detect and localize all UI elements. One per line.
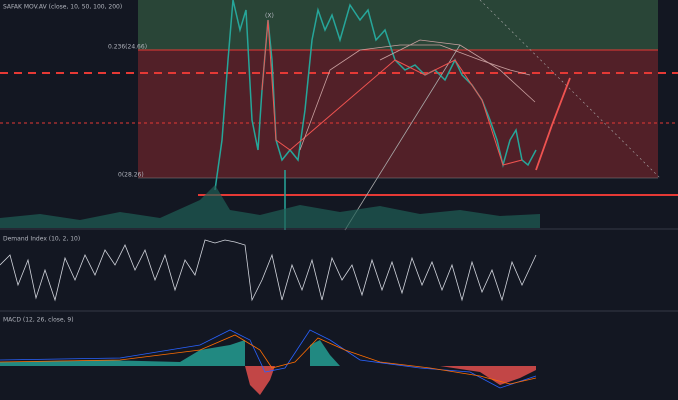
wave-label: (X) [265, 13, 274, 20]
macd-histogram-down [245, 366, 536, 395]
fib-label: 0(28.26) [118, 172, 144, 179]
price-line-down [261, 19, 523, 166]
demand-index-line [0, 239, 537, 302]
moving-average [299, 44, 531, 151]
green-zone [138, 0, 658, 50]
pane-label: MACD (12, 26, close, 9) [3, 317, 74, 324]
red-zone [138, 50, 658, 178]
pane-label: Demand Index (10, 2, 10) [3, 236, 80, 243]
moving-average [379, 39, 536, 103]
signal-line [0, 334, 537, 385]
macd-histogram-up [0, 340, 340, 366]
volume [0, 185, 540, 228]
macd-line [0, 329, 537, 389]
fib-label: 0.236(24.66) [108, 44, 147, 51]
trend-line [479, 0, 661, 179]
chart-title: SAFAK MOV.AV (close, 10, 50, 100, 200) [3, 4, 122, 11]
price-line [214, 0, 537, 191]
projection-arrow [535, 77, 571, 171]
